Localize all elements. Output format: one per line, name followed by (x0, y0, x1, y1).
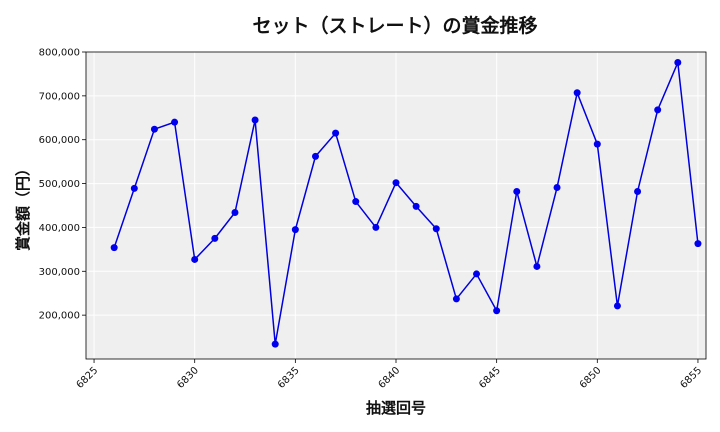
data-point (110, 244, 118, 252)
data-point (654, 106, 662, 114)
x-axis-label: 抽選回号 (366, 399, 426, 417)
x-tick-label: 6835 (276, 365, 302, 391)
y-tick-label: 300,000 (39, 267, 80, 278)
data-point (513, 187, 521, 195)
data-point (452, 295, 460, 303)
x-tick-label: 6840 (377, 365, 403, 391)
data-point (271, 340, 279, 348)
x-tick-label: 6850 (578, 365, 604, 391)
data-point (191, 255, 199, 263)
y-tick-label: 400,000 (39, 223, 80, 234)
data-point (613, 302, 621, 310)
y-tick-label: 700,000 (39, 91, 80, 102)
data-point (332, 129, 340, 137)
data-point (634, 187, 642, 195)
data-point (674, 59, 682, 67)
data-point (573, 89, 581, 97)
data-point (412, 202, 420, 210)
data-point (251, 116, 259, 124)
data-point (694, 240, 702, 248)
x-tick-label: 6830 (175, 365, 201, 391)
data-point (533, 262, 541, 270)
data-point (392, 179, 400, 187)
data-point (473, 270, 481, 278)
x-tick-label: 6845 (477, 365, 503, 391)
x-tick-label: 6825 (75, 365, 101, 391)
y-axis-ticks: 200,000 300,000 400,000 500,000 600,000 700,0… (39, 48, 86, 322)
data-point (171, 118, 179, 126)
data-point (593, 140, 601, 148)
data-point (432, 225, 440, 233)
data-point (493, 307, 501, 315)
data-point (231, 209, 239, 217)
data-point (291, 226, 299, 234)
data-point (311, 152, 319, 160)
y-tick-label: 200,000 (39, 311, 80, 322)
x-tick-label: 6855 (679, 365, 705, 391)
data-point (130, 184, 138, 192)
data-point (553, 184, 561, 192)
y-tick-label: 800,000 (39, 48, 80, 59)
y-axis-label: 賞金額（円） (14, 161, 32, 251)
series-group (110, 59, 702, 348)
data-point (211, 234, 219, 242)
data-point (352, 198, 360, 206)
y-tick-label: 600,000 (39, 135, 80, 146)
data-point (150, 125, 158, 133)
series-line (113, 59, 699, 345)
x-axis-ticks: 6825 6830 6835 6840 6845 6850 6855 (75, 359, 705, 391)
chart-title: セット（ストレート）の賞金推移 (252, 14, 537, 37)
y-tick-label: 500,000 (39, 179, 80, 190)
data-point (372, 223, 380, 231)
